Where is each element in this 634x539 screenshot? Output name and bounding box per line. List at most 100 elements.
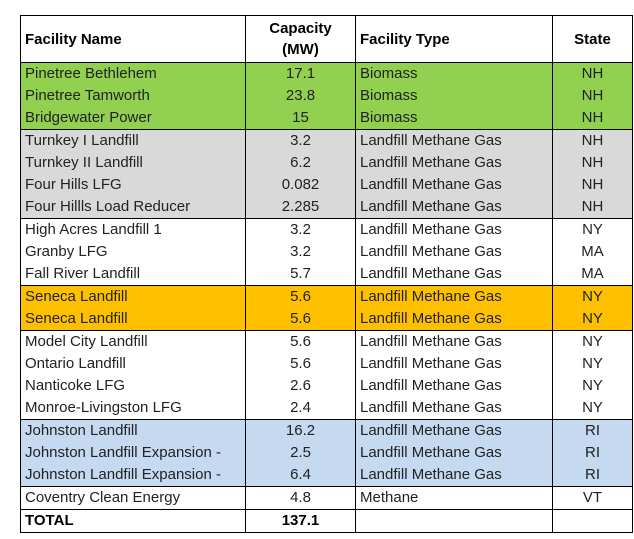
state-cell: MA	[552, 263, 633, 286]
state-cell: RI	[552, 464, 633, 487]
total-state-cell	[552, 509, 633, 533]
facility-name-cell: Johnston Landfill	[20, 419, 246, 442]
header-state: State	[552, 15, 633, 63]
capacity-cell: 2.4	[245, 397, 356, 420]
table-row: Four Hills LFG 0.082 Landfill Methane Gas N…	[20, 174, 633, 196]
facility-name-cell: Seneca Landfill	[20, 308, 246, 331]
table-row: Model City Landfill 5.6 Landfill Methane G…	[20, 330, 633, 353]
table-row: Pinetree Bethlehem 17.1 Biomass NH	[20, 62, 633, 85]
capacity-cell: 3.2	[245, 241, 356, 263]
capacity-cell: 2.5	[245, 442, 356, 464]
state-cell: NY	[552, 308, 633, 331]
state-cell: RI	[552, 442, 633, 464]
facility-type-cell: Methane	[355, 486, 553, 510]
capacity-cell: 2.6	[245, 375, 356, 397]
table-row: Pinetree Tamworth 23.8 Biomass NH	[20, 85, 633, 107]
capacity-cell: 5.6	[245, 353, 356, 375]
capacity-cell: 4.8	[245, 486, 356, 510]
table-row: Turnkey II Landfill 6.2 Landfill Methane G…	[20, 152, 633, 174]
table-row: Johnston Landfill Expansion -6.4 Landfill…	[20, 464, 633, 487]
state-cell: NH	[552, 174, 633, 196]
facility-name-cell: Johnston Landfill Expansion -	[20, 464, 246, 487]
facility-name-cell: Coventry Clean Energy	[20, 486, 246, 510]
state-cell: NY	[552, 397, 633, 420]
facility-name-cell: Pinetree Tamworth	[20, 85, 246, 107]
state-cell: MA	[552, 241, 633, 263]
facility-name-cell: Monroe-Livingston LFG	[20, 397, 246, 420]
state-cell: RI	[552, 419, 633, 442]
header-facility-name: Facility Name	[20, 15, 246, 63]
table-body: Pinetree Bethlehem 17.1 Biomass NH Pinetree …	[20, 62, 633, 510]
header-capacity-line2: (MW)	[282, 41, 319, 58]
facility-name-cell: Pinetree Bethlehem	[20, 62, 246, 85]
table-row: Ontario Landfill 5.6 Landfill Methane Gas N…	[20, 353, 633, 375]
facility-name-cell: High Acres Landfill 1	[20, 218, 246, 241]
facility-type-cell: Biomass	[355, 62, 553, 85]
table-row: Johnston Landfill 16.2 Landfill Methane Ga…	[20, 419, 633, 442]
state-cell: NY	[552, 353, 633, 375]
state-cell: NY	[552, 330, 633, 353]
facility-name-cell: Granby LFG	[20, 241, 246, 263]
facility-type-cell: Landfill Methane Gas	[355, 196, 553, 219]
facility-type-cell: Landfill Methane Gas	[355, 241, 553, 263]
facility-type-cell: Landfill Methane Gas	[355, 353, 553, 375]
facility-name-cell: Johnston Landfill Expansion -	[20, 442, 246, 464]
table-row: Monroe-Livingston LFG 2.4 Landfill Methane…	[20, 397, 633, 420]
facility-type-cell: Landfill Methane Gas	[355, 397, 553, 420]
facility-type-cell: Landfill Methane Gas	[355, 419, 553, 442]
table-row: Seneca Landfill 5.6 Landfill Methane Gas NY	[20, 285, 633, 308]
capacity-cell: 5.6	[245, 285, 356, 308]
total-label: TOTAL	[20, 509, 246, 533]
facility-name-cell: Four Hills LFG	[20, 174, 246, 196]
capacity-cell: 15	[245, 107, 356, 130]
total-type-cell	[355, 509, 553, 533]
table-row: Nanticoke LFG 2.6 Landfill Methane Gas NY	[20, 375, 633, 397]
table-row: Bridgewater Power 15 Biomass NH	[20, 107, 633, 130]
facility-name-cell: Ontario Landfill	[20, 353, 246, 375]
header-capacity-line1: Capacity	[269, 20, 332, 37]
facility-type-cell: Landfill Methane Gas	[355, 152, 553, 174]
table-row: Coventry Clean Energy 4.8 Methane VT	[20, 486, 633, 510]
capacity-cell: 5.6	[245, 308, 356, 331]
facility-name-cell: Bridgewater Power	[20, 107, 246, 130]
facility-type-cell: Landfill Methane Gas	[355, 308, 553, 331]
facility-name-cell: Turnkey I Landfill	[20, 129, 246, 152]
table-row: Four Hillls Load Reducer 2.285 Landfill Me…	[20, 196, 633, 219]
facility-type-cell: Biomass	[355, 107, 553, 130]
facility-name-cell: Nanticoke LFG	[20, 375, 246, 397]
table-row: Turnkey I Landfill 3.2 Landfill Methane Ga…	[20, 129, 633, 152]
state-cell: NH	[552, 107, 633, 130]
capacity-cell: 16.2	[245, 419, 356, 442]
facility-name-cell: Fall River Landfill	[20, 263, 246, 286]
facility-name-cell: Four Hillls Load Reducer	[20, 196, 246, 219]
state-cell: NY	[552, 218, 633, 241]
capacity-cell: 3.2	[245, 218, 356, 241]
facility-type-cell: Landfill Methane Gas	[355, 464, 553, 487]
capacity-cell: 5.7	[245, 263, 356, 286]
table-row: Granby LFG 3.2 Landfill Methane Gas MA	[20, 241, 633, 263]
facility-name-cell: Model City Landfill	[20, 330, 246, 353]
facility-type-cell: Landfill Methane Gas	[355, 375, 553, 397]
total-capacity: 137.1	[245, 509, 356, 533]
table-row: Johnston Landfill Expansion -2.5 Landfill…	[20, 442, 633, 464]
table-row: Fall River Landfill 5.7 Landfill Methane G…	[20, 263, 633, 286]
state-cell: NH	[552, 62, 633, 85]
table-row: High Acres Landfill 1 3.2 Landfill Methane…	[20, 218, 633, 241]
facility-type-cell: Landfill Methane Gas	[355, 263, 553, 286]
capacity-cell: 2.285	[245, 196, 356, 219]
facility-type-cell: Landfill Methane Gas	[355, 218, 553, 241]
facility-name-cell: Seneca Landfill	[20, 285, 246, 308]
facility-type-cell: Landfill Methane Gas	[355, 174, 553, 196]
total-row: TOTAL 137.1	[20, 509, 633, 533]
facility-type-cell: Biomass	[355, 85, 553, 107]
capacity-cell: 3.2	[245, 129, 356, 152]
state-cell: NH	[552, 129, 633, 152]
header-row: Facility Name Capacity (MW) Facility Typ…	[20, 15, 633, 63]
state-cell: NY	[552, 285, 633, 308]
table-row: Seneca Landfill 5.6 Landfill Methane Gas NY	[20, 308, 633, 331]
facility-type-cell: Landfill Methane Gas	[355, 330, 553, 353]
facility-type-cell: Landfill Methane Gas	[355, 129, 553, 152]
capacity-cell: 23.8	[245, 85, 356, 107]
facility-type-cell: Landfill Methane Gas	[355, 285, 553, 308]
capacity-cell: 0.082	[245, 174, 356, 196]
